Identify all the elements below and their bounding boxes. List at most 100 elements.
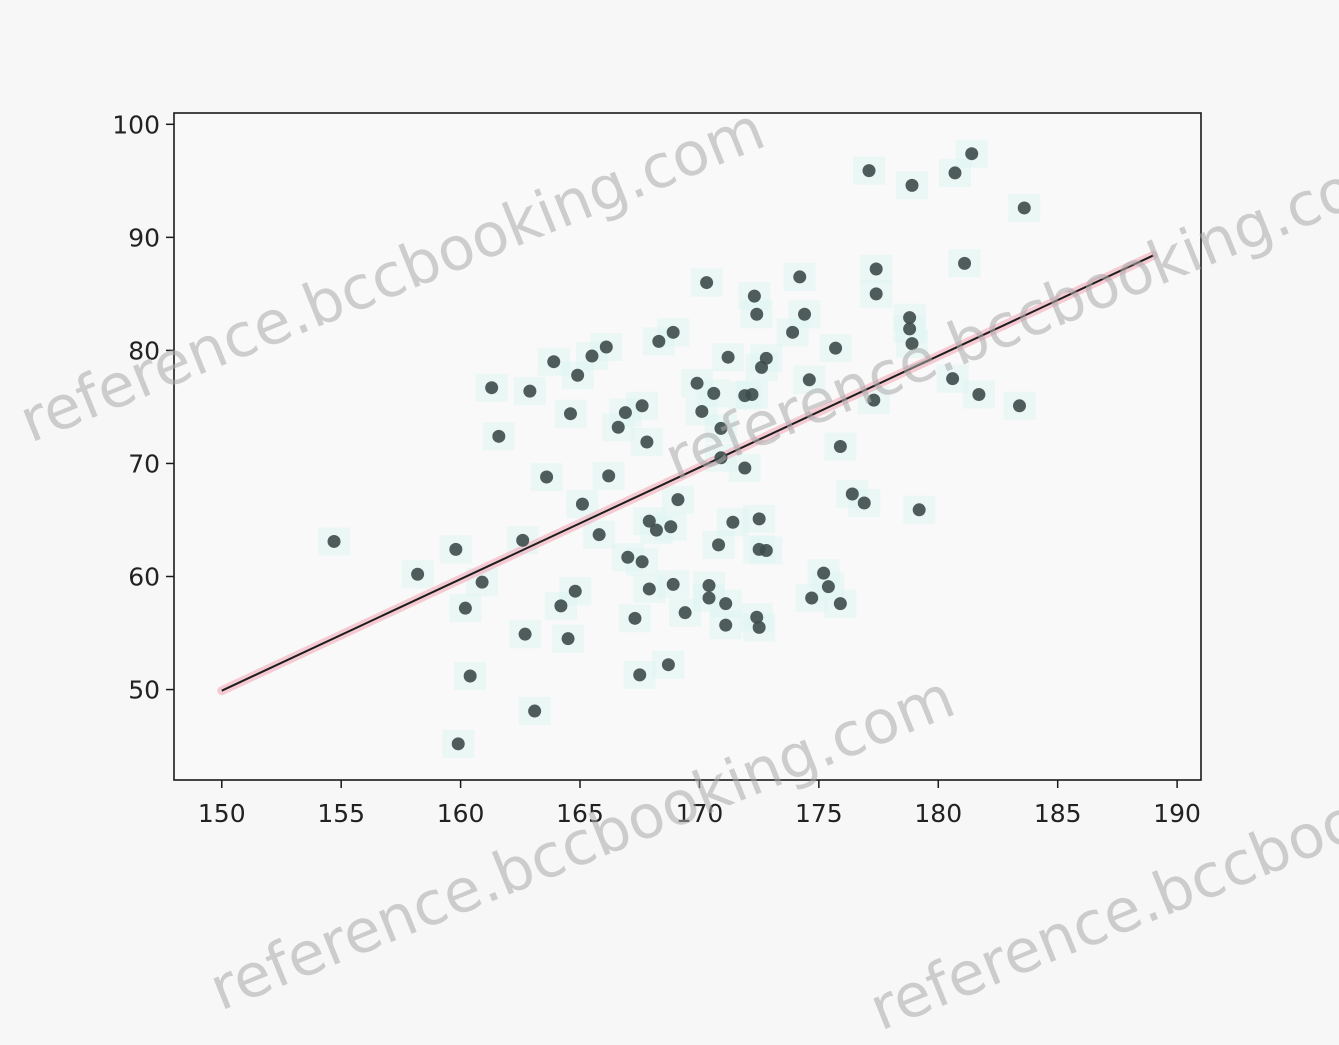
data-point [571, 368, 585, 382]
data-point [714, 451, 728, 465]
x-tick-label: 185 [1034, 799, 1082, 828]
data-point [652, 334, 666, 348]
data-point [599, 340, 613, 354]
data-point [702, 579, 716, 593]
data-point [833, 597, 847, 611]
axes-frame [173, 112, 1202, 781]
y-tick-label: 90 [128, 223, 160, 252]
data-point [561, 632, 575, 646]
data-point [585, 349, 599, 363]
data-point [857, 496, 871, 510]
data-point [633, 668, 647, 682]
data-point [690, 376, 704, 390]
data-point [719, 618, 733, 632]
data-point [642, 582, 656, 596]
data-point [802, 373, 816, 387]
y-tick-label: 60 [128, 563, 160, 592]
data-point [905, 178, 919, 192]
data-point [671, 493, 685, 507]
data-point [726, 515, 740, 529]
data-point [523, 384, 537, 398]
data-point [747, 289, 761, 303]
data-point [721, 350, 735, 364]
data-point [635, 399, 649, 413]
data-point [798, 307, 812, 321]
data-point [635, 555, 649, 569]
data-point [833, 440, 847, 453]
data-point [759, 544, 773, 558]
data-point [449, 542, 463, 556]
data-point [912, 503, 926, 517]
data-point [451, 737, 465, 751]
data-point [869, 262, 883, 276]
data-point [458, 601, 472, 615]
data-point [714, 421, 728, 435]
chart-figure: 150 155 160 165 170 175 180 185 190 50 60 70 80 90 100… [10, 94, 1339, 1045]
data-point [1012, 399, 1026, 413]
data-point [492, 429, 506, 443]
data-point [972, 387, 986, 401]
data-point [719, 597, 733, 611]
data-point [640, 435, 654, 449]
data-point [752, 620, 766, 634]
data-point [485, 381, 499, 395]
data-point [649, 523, 663, 537]
data-point [661, 658, 675, 672]
data-point [752, 512, 766, 526]
data-point [516, 533, 530, 547]
data-point [547, 355, 561, 369]
data-point [862, 164, 876, 178]
data-point [946, 372, 960, 386]
data-point [712, 538, 726, 552]
data-point [845, 487, 859, 501]
data-point [528, 704, 542, 718]
data-point [611, 420, 625, 434]
data-point [958, 256, 972, 270]
data-point [678, 606, 692, 620]
y-tick-label: 70 [128, 449, 160, 478]
data-point [666, 577, 680, 591]
data-point [664, 520, 678, 534]
data-point [518, 627, 532, 641]
data-point [642, 514, 656, 528]
data-point [759, 351, 773, 365]
data-point [817, 566, 831, 580]
data-point [903, 322, 917, 336]
data-point [965, 147, 979, 161]
data-point [750, 307, 764, 321]
data-point [700, 276, 714, 290]
data-point [602, 469, 616, 483]
plot-area [174, 113, 1201, 780]
data-point [707, 386, 721, 400]
data-point [554, 599, 568, 613]
y-tick-label: 100 [112, 110, 160, 139]
data-point [905, 337, 919, 351]
data-point [948, 166, 962, 180]
data-point [738, 461, 752, 475]
y-tick-label: 80 [128, 336, 160, 365]
data-point [805, 591, 819, 605]
x-tick-label: 190 [1153, 799, 1201, 828]
data-point [750, 610, 764, 624]
x-tick-label: 160 [437, 799, 485, 828]
data-point [621, 550, 635, 564]
x-tick-label: 170 [676, 799, 724, 828]
data-point [786, 325, 800, 339]
data-point [628, 611, 642, 625]
data-point [411, 567, 425, 581]
data-point [327, 534, 341, 548]
data-point [563, 407, 577, 421]
data-point [463, 669, 477, 683]
regression-line [221, 254, 1154, 692]
y-tick-label: 50 [128, 676, 160, 705]
x-tick-label: 155 [317, 799, 365, 828]
data-point [829, 341, 843, 355]
data-point [666, 325, 680, 339]
data-point [618, 406, 632, 420]
data-point [1017, 201, 1031, 215]
data-point [745, 387, 759, 401]
data-point [702, 591, 716, 605]
data-point [867, 393, 881, 407]
data-point [475, 575, 489, 589]
data-point [592, 528, 606, 542]
